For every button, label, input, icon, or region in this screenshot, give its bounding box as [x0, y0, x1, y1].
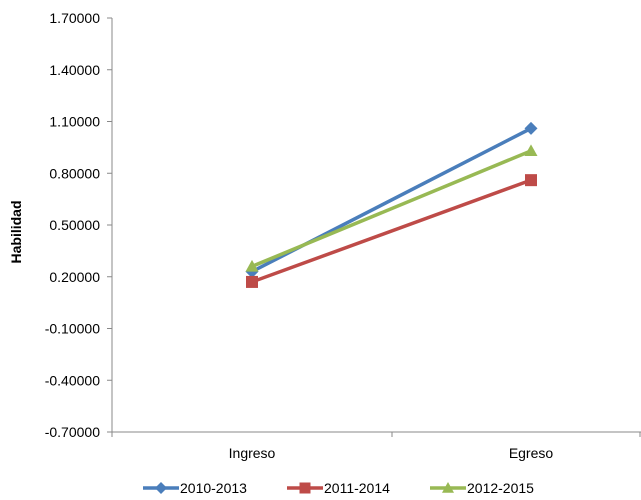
- x-tick-label: Ingreso: [229, 445, 276, 461]
- legend-item: 2011-2014: [287, 480, 390, 496]
- series-2012-2015: [245, 144, 538, 272]
- y-tick-label: -0.70000: [45, 424, 100, 440]
- y-tick-label: 1.10000: [49, 114, 100, 130]
- series-2011-2014: [246, 174, 537, 288]
- data-point: [245, 259, 259, 272]
- data-point: [524, 121, 538, 135]
- x-axis-labels: Ingreso Egreso: [229, 445, 554, 461]
- legend-label: 2011-2014: [324, 480, 390, 496]
- legend-marker: [155, 482, 167, 494]
- y-tick-label: 0.20000: [49, 269, 100, 285]
- axes: [111, 18, 641, 437]
- y-tick-label: -0.40000: [45, 372, 100, 388]
- legend-label: 2012-2015: [467, 480, 534, 496]
- y-tick-label: 0.50000: [49, 217, 100, 233]
- legend: 2010-2013 2011-2014 2012-2015: [143, 480, 534, 496]
- legend-label: 2010-2013: [180, 480, 247, 496]
- legend-item: 2010-2013: [143, 480, 247, 496]
- data-point: [525, 174, 537, 187]
- legend-item: 2012-2015: [430, 480, 534, 496]
- data-point: [524, 144, 538, 157]
- y-axis-ticks: -0.70000 -0.40000 -0.10000 0.20000 0.50000 0.…: [45, 10, 112, 440]
- series-line: [251, 178, 532, 284]
- y-tick-label: 1.70000: [49, 10, 100, 26]
- y-axis-title: Habilidad: [8, 200, 24, 263]
- data-point: [246, 275, 258, 288]
- series-line: [251, 149, 532, 269]
- series-2010-2013: [245, 121, 538, 279]
- y-tick-label: 0.80000: [49, 165, 100, 181]
- x-tick-label: Egreso: [509, 445, 554, 461]
- y-tick-label: 1.40000: [49, 62, 100, 78]
- legend-marker: [442, 482, 454, 493]
- legend-marker: [299, 482, 311, 494]
- series-group: [245, 121, 538, 288]
- y-tick-label: -0.10000: [45, 321, 100, 337]
